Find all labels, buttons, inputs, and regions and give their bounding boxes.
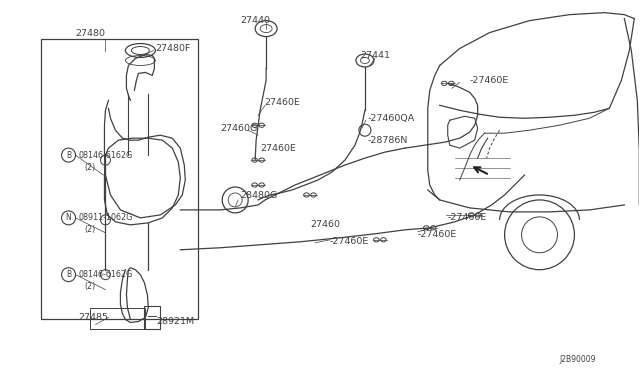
- Text: (2): (2): [84, 225, 96, 234]
- Text: -27460QA: -27460QA: [368, 114, 415, 123]
- Text: 27440: 27440: [240, 16, 270, 25]
- Text: 08146-6162G: 08146-6162G: [79, 151, 132, 160]
- Text: 27460E: 27460E: [264, 98, 300, 107]
- Text: -27460E: -27460E: [418, 230, 457, 239]
- Bar: [90, 308, 145, 330]
- Text: J2B90009: J2B90009: [559, 355, 596, 364]
- Text: -28786N: -28786N: [368, 136, 408, 145]
- Text: (2): (2): [84, 163, 96, 171]
- Text: 27460: 27460: [310, 220, 340, 230]
- Text: -27460E: -27460E: [448, 214, 487, 222]
- Text: -27460E: -27460E: [470, 76, 509, 85]
- Text: B: B: [66, 270, 71, 279]
- Text: 27485: 27485: [79, 313, 109, 322]
- Text: 27460E: 27460E: [260, 144, 296, 153]
- Text: B: B: [66, 151, 71, 160]
- Text: 27460G: 27460G: [220, 124, 257, 133]
- Text: -27460E: -27460E: [330, 237, 369, 246]
- Text: 27441: 27441: [360, 51, 390, 60]
- Bar: [145, 305, 161, 330]
- Bar: [40, 39, 198, 320]
- Text: 27480: 27480: [76, 29, 106, 38]
- Text: 28480G: 28480G: [240, 192, 277, 201]
- Text: 08911-1062G: 08911-1062G: [79, 214, 133, 222]
- Text: 28921M: 28921M: [156, 317, 195, 326]
- Text: 27480F: 27480F: [156, 44, 191, 53]
- Text: 08146-6162G: 08146-6162G: [79, 270, 132, 279]
- Text: (2): (2): [84, 282, 96, 291]
- Text: N: N: [66, 214, 72, 222]
